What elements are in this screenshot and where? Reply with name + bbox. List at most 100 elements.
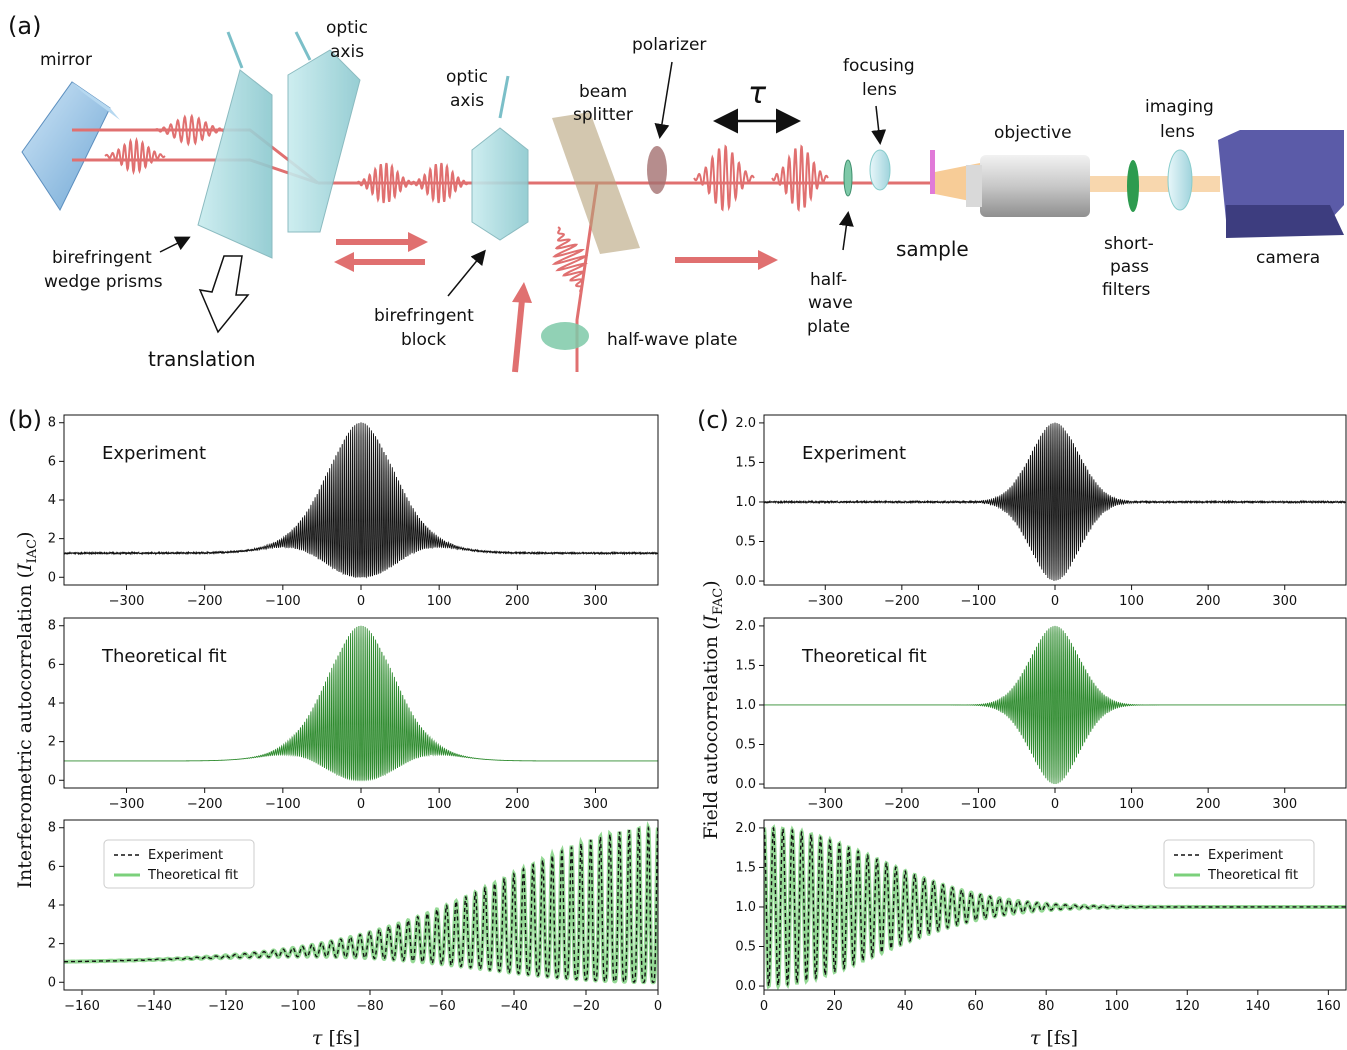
wedge-prisms-label-a: birefringent bbox=[52, 248, 152, 268]
plot-area bbox=[764, 422, 1346, 581]
x-tick-label: −200 bbox=[884, 797, 920, 812]
x-tick-label: 60 bbox=[967, 999, 984, 1014]
x-tick-label: 20 bbox=[826, 999, 843, 1014]
x-tick-label: 0 bbox=[357, 594, 365, 609]
short-pass-filters bbox=[1127, 160, 1139, 212]
y-tick-label: 6 bbox=[48, 454, 56, 469]
x-tick-label: 200 bbox=[505, 797, 530, 812]
x-tick-label: 300 bbox=[583, 797, 608, 812]
focusing-lens bbox=[869, 149, 891, 191]
x-tick-label: 100 bbox=[1119, 594, 1144, 609]
series-line-c2 bbox=[764, 625, 1346, 784]
chart-annotation: Theoretical fit bbox=[101, 646, 227, 667]
imaging-lens-label-b: lens bbox=[1160, 122, 1195, 142]
x-tick-label: −100 bbox=[280, 999, 316, 1014]
legend-box bbox=[103, 839, 255, 889]
optic-axis-label-2a: optic bbox=[446, 67, 488, 87]
x-tick-label: −20 bbox=[572, 999, 599, 1014]
plot-area bbox=[64, 625, 658, 782]
chart-annotation: Theoretical fit bbox=[801, 646, 927, 667]
x-tick-label: −300 bbox=[109, 594, 145, 609]
legend-box bbox=[1163, 839, 1315, 889]
chart-annotation: Experiment bbox=[802, 443, 906, 464]
x-tick-label: 0 bbox=[1051, 797, 1059, 812]
pulse-wave bbox=[411, 162, 469, 204]
y-tick-label: 1.5 bbox=[735, 658, 756, 673]
x-tick-label: 100 bbox=[427, 797, 452, 812]
optical-pulses bbox=[104, 113, 829, 294]
y-tick-label: 4 bbox=[48, 898, 56, 913]
camera bbox=[1218, 130, 1344, 238]
x-tick-label: 300 bbox=[583, 594, 608, 609]
half-wave-plate-right-label-c: plate bbox=[807, 317, 850, 337]
pulse-wave bbox=[551, 226, 589, 294]
x-tick-label: 0 bbox=[357, 797, 365, 812]
y-tick-label: 8 bbox=[48, 619, 56, 634]
chart-c2: −300 −200 −100 0 100 200 300 0.0 0.5 1.0 1.5 2.0 The… bbox=[735, 617, 1347, 812]
x-tick-label: 200 bbox=[1196, 594, 1221, 609]
x-tick-label: −80 bbox=[356, 999, 383, 1014]
half-wave-plate-right-label-a: half- bbox=[810, 270, 847, 290]
y-tick-label: 1.0 bbox=[735, 495, 756, 510]
camera-label: camera bbox=[1256, 248, 1320, 268]
pulse-wave bbox=[104, 136, 166, 176]
beam-splitter-label-b: splitter bbox=[573, 105, 633, 125]
chart-annotation: Experiment bbox=[102, 443, 206, 464]
panel-label-a: (a) bbox=[8, 12, 41, 40]
y-tick-label: 6 bbox=[48, 859, 56, 874]
x-tick-label: 200 bbox=[1196, 797, 1221, 812]
x-tick-label: 40 bbox=[897, 999, 914, 1014]
series-line-experiment bbox=[764, 826, 1346, 988]
pulse-wave bbox=[771, 144, 829, 213]
legend: Experiment Theoretical fit bbox=[103, 839, 255, 889]
y-tick-label: 1.5 bbox=[735, 860, 756, 875]
chart-b3: −160 −140 −120 −100 −80 −60 −40 −20 0 0 2 4 6 8 Experi… bbox=[48, 819, 662, 1014]
y-tick-label: 0.5 bbox=[735, 940, 756, 955]
polarizer-label: polarizer bbox=[632, 35, 706, 55]
imaging-beam bbox=[1090, 176, 1220, 192]
plot-area bbox=[764, 824, 1346, 990]
beam-splitter bbox=[552, 112, 640, 254]
optic-axis-arrows bbox=[226, 31, 510, 119]
chart-c3: 0 20 40 60 80 100 120 140 160 0.0 0.5 1.0 1.5 2.0 Expe… bbox=[735, 819, 1347, 1014]
y-tick-label: 8 bbox=[48, 416, 56, 431]
y-tick-label: 0.0 bbox=[735, 777, 756, 792]
mirror-label: mirror bbox=[40, 50, 92, 70]
x-tick-label: −300 bbox=[807, 594, 843, 609]
sample-label: sample bbox=[896, 237, 969, 261]
x-tick-label: −140 bbox=[136, 999, 172, 1014]
y-tick-label: 0 bbox=[48, 975, 56, 990]
objective bbox=[935, 155, 1090, 217]
x-tick-label: 0 bbox=[1051, 594, 1059, 609]
y-tick-label: 2 bbox=[48, 532, 56, 547]
y-tick-label: 2.0 bbox=[735, 821, 756, 836]
x-tick-label: 200 bbox=[505, 594, 530, 609]
x-tick-label: 100 bbox=[427, 594, 452, 609]
half-wave-plate-right bbox=[843, 159, 853, 197]
optic-axis-label-1a: optic bbox=[326, 18, 368, 38]
legend: Experiment Theoretical fit bbox=[1163, 839, 1315, 889]
axes-frame bbox=[763, 819, 1347, 991]
x-axis-label-b: τ [fs] bbox=[312, 1027, 360, 1049]
x-tick-label: −100 bbox=[265, 797, 301, 812]
legend-label: Theoretical fit bbox=[1207, 868, 1298, 883]
y-tick-label: 2.0 bbox=[735, 416, 756, 431]
optic-axis-label-2b: axis bbox=[450, 91, 484, 111]
y-tick-label: 0.5 bbox=[735, 738, 756, 753]
y-tick-label: 8 bbox=[48, 821, 56, 836]
y-axis-label-c: Field autocorrelation (IFAC) bbox=[700, 580, 726, 839]
chart-b1: −300 −200 −100 0 100 200 300 0 2 4 6 8 Experiment bbox=[48, 414, 659, 609]
y-tick-label: 0.5 bbox=[735, 535, 756, 550]
x-tick-label: 0 bbox=[654, 999, 662, 1014]
x-tick-label: −200 bbox=[187, 594, 223, 609]
sample bbox=[930, 150, 935, 194]
series-line-c1 bbox=[764, 422, 1346, 581]
filters-label-c: filters bbox=[1102, 280, 1151, 300]
x-tick-label: −200 bbox=[884, 594, 920, 609]
plot-area bbox=[64, 821, 658, 985]
y-tick-label: 1.5 bbox=[735, 455, 756, 470]
y-tick-label: 4 bbox=[48, 696, 56, 711]
x-tick-label: −200 bbox=[187, 797, 223, 812]
block-label-a: birefringent bbox=[374, 306, 474, 326]
